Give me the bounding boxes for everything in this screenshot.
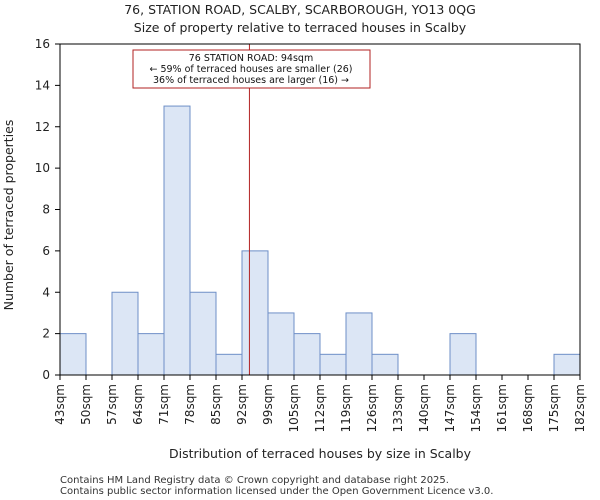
x-tick-label-99sqm: 99sqm bbox=[261, 384, 275, 425]
bar-71sqm bbox=[163, 105, 191, 376]
x-tick-label-105sqm: 105sqm bbox=[287, 384, 301, 432]
y-tick-label-6: 6 bbox=[42, 244, 50, 258]
bar-112sqm bbox=[319, 353, 347, 376]
x-tick-label-161sqm: 161sqm bbox=[495, 384, 509, 432]
bars-group bbox=[59, 105, 581, 376]
y-axis: 0 2 4 6 8 10 12 14 16 bbox=[35, 37, 60, 382]
x-tick-label-154sqm: 154sqm bbox=[469, 384, 483, 432]
x-tick-label-182sqm: 182sqm bbox=[573, 384, 587, 432]
annotation-box: 76 STATION ROAD: 94sqm ← 59% of terraced… bbox=[132, 49, 371, 89]
y-tick-label-16: 16 bbox=[35, 37, 50, 51]
x-tick-label-168sqm: 168sqm bbox=[521, 384, 535, 432]
x-tick-label-140sqm: 140sqm bbox=[417, 384, 431, 432]
footer-line-1: Contains HM Land Registry data © Crown c… bbox=[60, 475, 449, 486]
x-tick-label-71sqm: 71sqm bbox=[157, 384, 171, 425]
chart-title: 76, STATION ROAD, SCALBY, SCARBOROUGH, Y… bbox=[124, 2, 476, 17]
bar-126sqm bbox=[371, 353, 399, 376]
bar-85sqm bbox=[215, 353, 243, 376]
bar-64sqm bbox=[137, 333, 165, 376]
x-tick-label-119sqm: 119sqm bbox=[339, 384, 353, 432]
x-axis: 43sqm 50sqm 57sqm 64sqm 71sqm 78sqm 85sqm 92sqm… bbox=[53, 375, 587, 432]
x-tick-label-78sqm: 78sqm bbox=[183, 384, 197, 425]
x-tick-label-175sqm: 175sqm bbox=[547, 384, 561, 432]
y-tick-label-4: 4 bbox=[42, 285, 50, 299]
y-tick-label-8: 8 bbox=[42, 203, 50, 217]
x-tick-label-133sqm: 133sqm bbox=[391, 384, 405, 432]
bar-99sqm bbox=[267, 312, 295, 376]
x-tick-label-43sqm: 43sqm bbox=[53, 384, 67, 425]
y-tick-label-12: 12 bbox=[35, 120, 50, 134]
y-tick-label-0: 0 bbox=[42, 368, 50, 382]
x-tick-label-50sqm: 50sqm bbox=[79, 384, 93, 425]
bar-92sqm bbox=[241, 250, 269, 376]
x-tick-label-92sqm: 92sqm bbox=[235, 384, 249, 425]
chart-subtitle: Size of property relative to terraced ho… bbox=[134, 20, 467, 35]
bar-43sqm bbox=[59, 333, 87, 376]
footer-line-2: Contains public sector information licen… bbox=[60, 486, 493, 497]
x-tick-label-112sqm: 112sqm bbox=[313, 384, 327, 432]
x-tick-label-126sqm: 126sqm bbox=[365, 384, 379, 432]
bar-147sqm bbox=[449, 333, 477, 376]
x-axis-label: Distribution of terraced houses by size … bbox=[169, 446, 472, 461]
x-tick-label-147sqm: 147sqm bbox=[443, 384, 457, 432]
annotation-border bbox=[132, 49, 371, 89]
y-tick-label-14: 14 bbox=[35, 78, 50, 92]
bar-78sqm bbox=[189, 291, 217, 376]
y-tick-label-10: 10 bbox=[35, 161, 50, 175]
y-tick-label-2: 2 bbox=[42, 327, 50, 341]
x-tick-label-64sqm: 64sqm bbox=[131, 384, 145, 425]
bar-57sqm bbox=[111, 291, 139, 376]
bar-105sqm bbox=[293, 333, 321, 376]
bar-119sqm bbox=[345, 312, 373, 376]
annotation-line-1: 76 STATION ROAD: 94sqm bbox=[189, 53, 313, 64]
x-tick-label-85sqm: 85sqm bbox=[209, 384, 223, 425]
annotation-line-2: ← 59% of terraced houses are smaller (26… bbox=[149, 64, 352, 75]
y-axis-label: Number of terraced properties bbox=[1, 120, 16, 311]
bar-175sqm bbox=[553, 353, 581, 376]
annotation-line-3: 36% of terraced houses are larger (16) → bbox=[153, 75, 349, 86]
x-tick-label-57sqm: 57sqm bbox=[105, 384, 119, 425]
